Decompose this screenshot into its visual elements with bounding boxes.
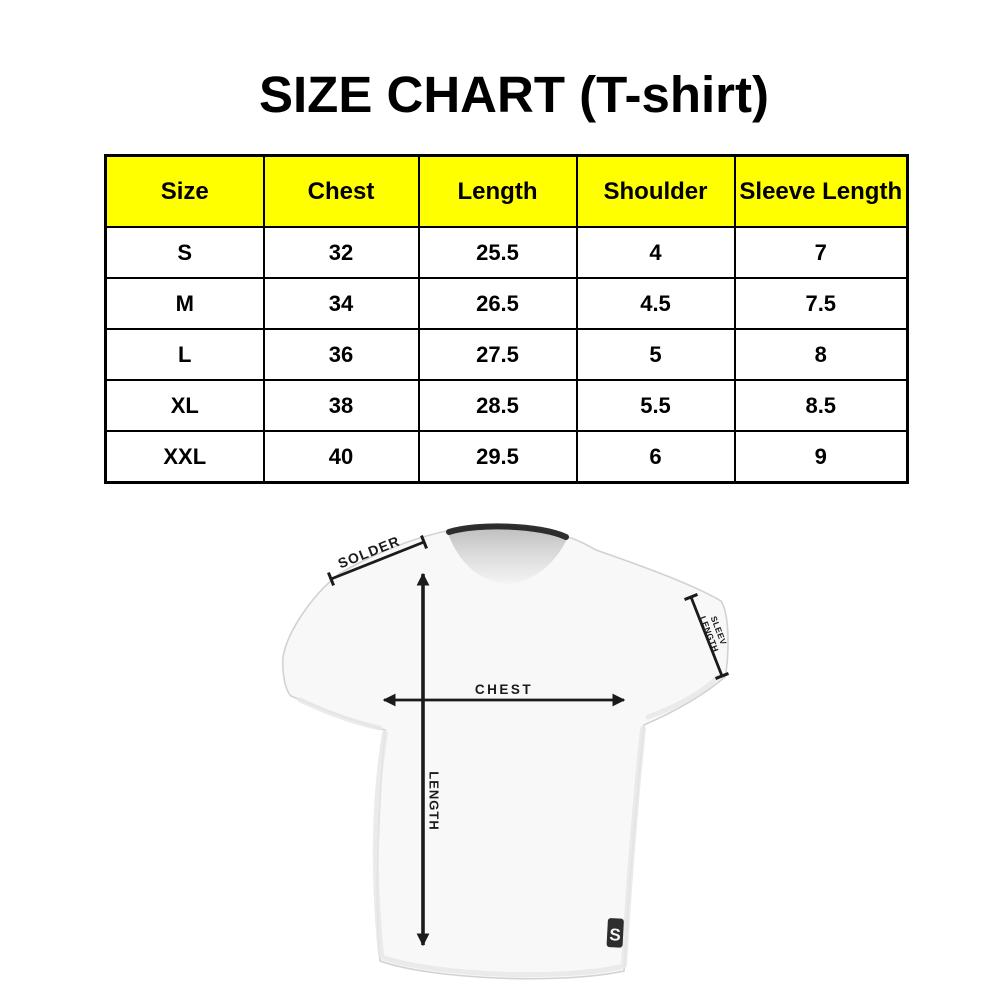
tshirt-measurement-diagram: S CHEST LENGTH SOLDER SLEEV LENGTH [0, 505, 1000, 1000]
fabric-shading [372, 730, 388, 958]
table-cell: 34 [262, 277, 420, 330]
fabric-shading [297, 697, 383, 731]
table-cell: 40 [262, 430, 420, 484]
column-header-length: Length [417, 154, 578, 228]
table-cell: 8 [733, 328, 909, 381]
table-cell: 36 [262, 328, 420, 381]
header-row: Size Chest Length Shoulder Sleeve Length [104, 154, 909, 228]
table-cell: 32 [262, 226, 420, 279]
column-header-shoulder: Shoulder [575, 154, 736, 228]
table-cell: 4.5 [575, 277, 736, 330]
size-chart-table: Size Chest Length Shoulder Sleeve Length… [104, 154, 909, 484]
fabric-shading [645, 674, 721, 720]
table-cell: L [104, 328, 265, 381]
chest-label: CHEST [475, 682, 533, 697]
table-cell: 7.5 [733, 277, 909, 330]
column-header-size: Size [104, 154, 265, 228]
collar-band [446, 523, 569, 540]
table-cell: 25.5 [417, 226, 578, 279]
table-cell: 7 [733, 226, 909, 279]
tshirt-diagram-svg: S CHEST LENGTH SOLDER SLEEV LENGTH [282, 523, 730, 980]
column-header-chest: Chest [262, 154, 420, 228]
brand-tag: S [606, 918, 624, 948]
table-cell: 8.5 [733, 379, 909, 432]
table-row-xxl: XXL 40 29.5 6 9 [104, 430, 909, 484]
shirt-outline [282, 524, 729, 980]
table-cell: 29.5 [417, 430, 578, 484]
table-cell: 5.5 [575, 379, 736, 432]
table-cell: 6 [575, 430, 736, 484]
table-cell: XXL [104, 430, 265, 484]
table-cell: 38 [262, 379, 420, 432]
table-cell: XL [104, 379, 265, 432]
table-row-m: M 34 26.5 4.5 7.5 [104, 277, 909, 330]
sleeve-arrow [683, 593, 730, 680]
neck-opening [447, 525, 568, 584]
table-cell: 27.5 [417, 328, 578, 381]
fabric-shading [381, 955, 623, 978]
table-row-s: S 32 25.5 4 7 [104, 226, 909, 279]
table-cell: 26.5 [417, 277, 578, 330]
table-cell: 4 [575, 226, 736, 279]
table-cell: M [104, 277, 265, 330]
shoulder-arrow [327, 534, 428, 587]
length-label: LENGTH [427, 771, 442, 830]
table-cell: 9 [733, 430, 909, 484]
fabric-shading [621, 726, 646, 968]
table-cell: 28.5 [417, 379, 578, 432]
page-title: SIZE CHART (T-shirt) [259, 66, 769, 123]
table-row-l: L 36 27.5 5 8 [104, 328, 909, 381]
table-cell: 5 [575, 328, 736, 381]
table-row-xl: XL 38 28.5 5.5 8.5 [104, 379, 909, 432]
column-header-sleeve-length: Sleeve Length [733, 154, 909, 228]
svg-text:S: S [609, 925, 621, 945]
table-cell: S [104, 226, 265, 279]
